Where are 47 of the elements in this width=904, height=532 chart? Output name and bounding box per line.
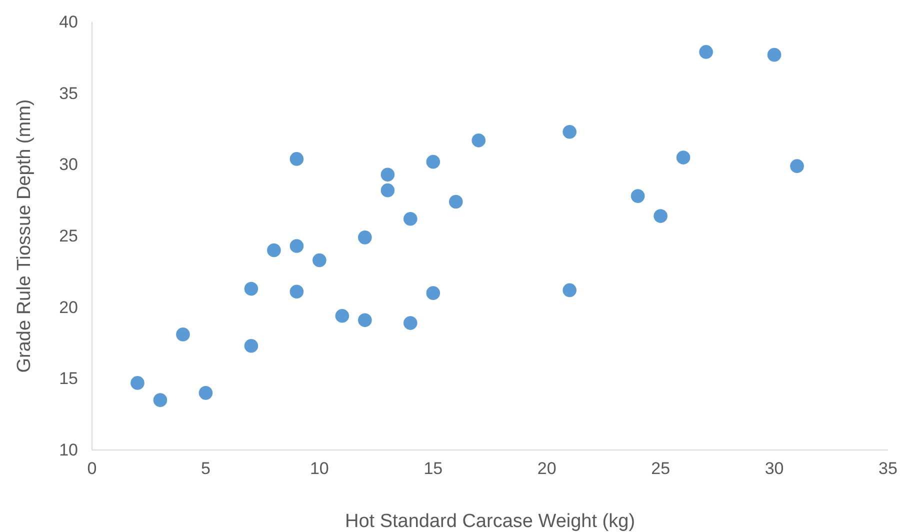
point [312, 253, 326, 268]
x-tick-label: 0 [87, 459, 97, 478]
point [380, 168, 395, 182]
point [630, 189, 645, 203]
point [130, 376, 144, 390]
y-tick-label: 10 [59, 440, 78, 460]
y-tick-label: 40 [59, 12, 78, 32]
point [290, 284, 304, 299]
point [358, 313, 372, 328]
point [335, 308, 350, 323]
point [198, 386, 213, 400]
x-tick-label: 5 [200, 459, 210, 478]
point [767, 48, 782, 62]
y-tick-label: 35 [59, 84, 78, 103]
point [790, 159, 804, 173]
point [267, 243, 281, 258]
point [290, 152, 304, 166]
point [426, 286, 440, 300]
point [472, 134, 486, 148]
x-tick-label: 10 [310, 459, 329, 478]
y-tick-label: 30 [59, 155, 78, 174]
y-axis-title: Grade Rule Tiossue Depth (mm) [14, 99, 35, 373]
point [403, 316, 418, 330]
point [244, 338, 258, 353]
point [403, 212, 418, 226]
point [426, 154, 440, 169]
y-tick-label: 25 [59, 226, 78, 246]
point [562, 283, 577, 298]
y-tick-label: 20 [59, 298, 78, 317]
point [654, 209, 668, 223]
x-tick-label: 25 [651, 459, 670, 478]
point [676, 150, 690, 164]
point [699, 45, 713, 59]
point [290, 239, 304, 253]
point [176, 328, 190, 342]
point [358, 230, 372, 244]
x-axis-title: Hot Standard Carcase Weight (kg) [344, 511, 636, 532]
point [153, 393, 168, 407]
point [562, 124, 577, 139]
point [244, 282, 258, 296]
point [448, 194, 463, 209]
x-tick-label: 15 [424, 459, 443, 478]
x-tick-label: 20 [537, 459, 556, 478]
y-tick-label: 15 [59, 369, 78, 388]
x-tick-label: 35 [878, 459, 898, 478]
x-tick-label: 30 [764, 459, 784, 478]
point [380, 183, 395, 198]
